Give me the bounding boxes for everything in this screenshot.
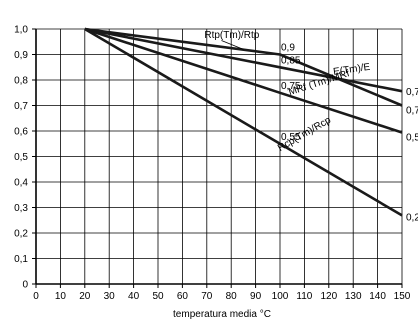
series-line-e-line [84, 27, 403, 93]
series-line-rtp-line [84, 27, 403, 107]
y-tick-label: 0,5 [14, 152, 28, 163]
value-annotation: 0,85 [281, 55, 301, 66]
y-tick-label: 1,0 [14, 25, 28, 36]
value-annotation: 0,55 [281, 132, 301, 143]
y-tick-label: 0,8 [14, 76, 28, 87]
y-tick-label: 0,2 [14, 229, 28, 240]
y-tick-labels: 0 0,1 0,2 0,3 0,4 0,5 0,6 0,7 0,8 0,9 1,0 [14, 25, 28, 291]
y-tick-label: 0 [22, 280, 28, 291]
series-label: E(Tm)/E [333, 62, 372, 78]
x-tick-labels: 0 10 20 30 40 50 60 70 80 90 100 110 120 130 140 150 [33, 291, 411, 302]
x-tick-label: 70 [201, 291, 213, 302]
x-tick-label: 40 [128, 291, 140, 302]
y-tick-label: 0,3 [14, 203, 28, 214]
series-label-leader [221, 40, 244, 50]
x-tick-label: 30 [104, 291, 116, 302]
x-tick-label: 120 [320, 291, 337, 302]
value-annotation: 0,9 [281, 43, 295, 54]
x-tick-label: 140 [369, 291, 386, 302]
x-tick-label: 130 [345, 291, 362, 302]
x-tick-label: 150 [394, 291, 411, 302]
series-line-rcp-line [84, 27, 403, 217]
y-tick-label: 0,4 [14, 178, 28, 189]
y-tick-label: 0,7 [14, 101, 28, 112]
x-tick-label: 90 [250, 291, 262, 302]
value-annotation: 0,7 [406, 106, 418, 117]
x-tick-label: 50 [152, 291, 164, 302]
x-tick-label: 60 [177, 291, 189, 302]
x-tick-label: 100 [272, 291, 289, 302]
x-axis-label: temperatura media °C [173, 309, 271, 320]
value-annotation: 0,756 [406, 87, 418, 98]
x-tick-label: 10 [55, 291, 67, 302]
y-tick-label: 0,1 [14, 254, 28, 265]
annotations: 0,90,85 0,75 0,55 0,756 0,7 0,594 0,269 [281, 43, 418, 224]
series-label: Rtp(Tm)/Rtp [204, 30, 259, 41]
value-annotation: 0,269 [406, 212, 418, 223]
y-tick-label: 0,6 [14, 127, 28, 138]
axes [32, 28, 403, 288]
value-annotation: 0,75 [281, 81, 301, 92]
x-tick-label: 80 [226, 291, 238, 302]
x-tick-label: 110 [296, 291, 312, 302]
x-tick-label: 0 [33, 291, 39, 302]
series-lines [84, 27, 403, 217]
value-annotation: 0,594 [406, 133, 418, 144]
series-line-mrf-line [84, 27, 403, 134]
y-tick-label: 0,9 [14, 50, 28, 61]
x-tick-label: 20 [79, 291, 91, 302]
